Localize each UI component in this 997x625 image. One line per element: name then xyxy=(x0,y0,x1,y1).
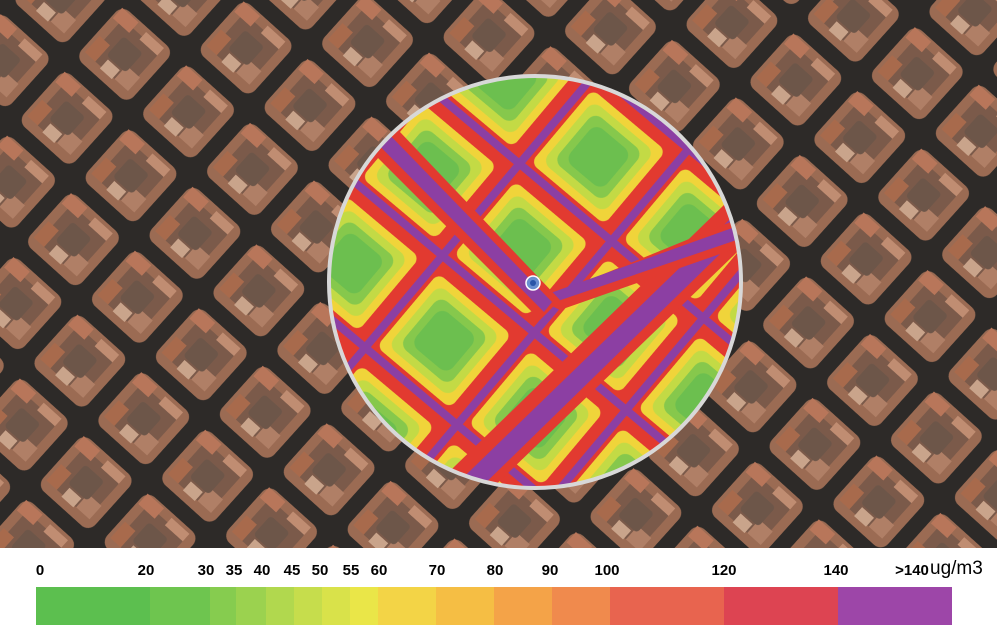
legend-tick-label: 70 xyxy=(428,562,446,579)
satellite-map xyxy=(0,0,997,548)
legend-swatch xyxy=(378,587,436,625)
map-canvas xyxy=(0,0,997,548)
legend-swatch xyxy=(150,587,210,625)
legend-tick-label: 140 xyxy=(823,562,849,579)
legend-swatch xyxy=(266,587,294,625)
legend-tick-label: 20 xyxy=(137,562,155,579)
legend-labels: 0 20 30 35 40 45 50 55 60 70 80 90 100 120 140 >140 ug/m… xyxy=(0,548,997,588)
legend-tick-label: 35 xyxy=(225,562,243,579)
legend-tick-label: >140 xyxy=(895,562,929,579)
legend-swatch xyxy=(236,587,266,625)
legend-tick-label: 0 xyxy=(35,562,45,579)
legend-tick-label: 40 xyxy=(253,562,271,579)
legend-swatch xyxy=(294,587,322,625)
legend-swatch xyxy=(494,587,552,625)
analysis-radius-circle xyxy=(327,74,743,490)
legend-swatch xyxy=(322,587,350,625)
legend-tick-label: 100 xyxy=(594,562,620,579)
legend-swatch xyxy=(724,587,838,625)
legend-swatch xyxy=(210,587,236,625)
legend-swatch xyxy=(436,587,494,625)
legend-tick-label: 80 xyxy=(486,562,504,579)
legend-swatch xyxy=(350,587,378,625)
legend-swatch xyxy=(36,587,150,625)
legend-swatch xyxy=(610,587,724,625)
legend-color-bar xyxy=(36,587,952,625)
legend-tick-label: 30 xyxy=(197,562,215,579)
legend-swatch xyxy=(838,587,952,625)
legend-tick-label: 55 xyxy=(342,562,360,579)
location-dot-icon[interactable] xyxy=(525,275,541,291)
legend-tick-label: 50 xyxy=(311,562,329,579)
legend-tick-label: 60 xyxy=(370,562,388,579)
legend-tick-label: 45 xyxy=(283,562,301,579)
legend-swatch xyxy=(552,587,610,625)
legend-unit-label: ug/m3 xyxy=(930,558,983,579)
legend-tick-label: 90 xyxy=(541,562,559,579)
legend-tick-label: 120 xyxy=(711,562,737,579)
